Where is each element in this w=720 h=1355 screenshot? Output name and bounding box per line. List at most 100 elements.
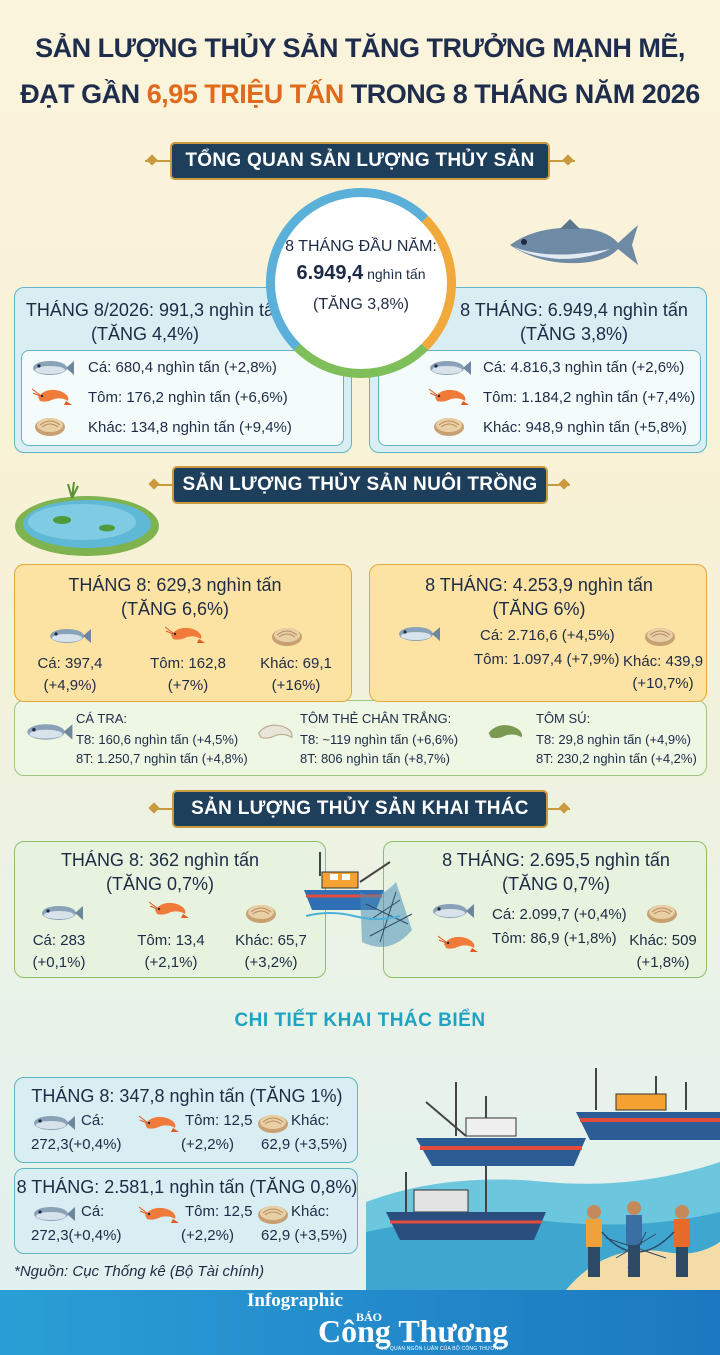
other-value: Khác: 69,1 (260, 655, 332, 672)
brand-logo: Công Thương (318, 1313, 509, 1349)
fishing-boat-illustration (304, 852, 413, 947)
shrimp-icon (32, 388, 73, 406)
sea-month-card: THÁNG 8: 347,8 nghìn tấn (TĂNG 1%) Cá: 2… (14, 1077, 358, 1163)
card-heading: 8 THÁNG: 2.695,5 nghìn tấn (442, 850, 670, 870)
pond-illustration (15, 481, 159, 556)
total-growth: (TĂNG 3,8%) (312, 296, 409, 313)
other-value: 62,9 (+3,5%) (261, 1136, 348, 1153)
card-subheading: (TĂNG 3,8%) (519, 324, 629, 344)
total-circle (266, 188, 456, 378)
brand-tagline: CƠ QUAN NGÔN LUẬN CỦA BỘ CÔNG THƯƠNG (380, 1346, 503, 1352)
sea-detail-title: CHI TIẾT KHAI THÁC BIỂN (234, 1010, 486, 1031)
fish-value: Cá: 680,4 nghìn tấn (+2,8%) (88, 359, 277, 376)
breakdown-panel: Cá: 680,4 nghìn tấn (+2,8%) Tôm: 176,2 n… (21, 350, 344, 446)
other-growth: (+10,7%) (632, 675, 694, 692)
other-value: Khác: 65,7 (235, 932, 307, 949)
shrimp-value: Tôm: 86,9 (+1,8%) (492, 930, 617, 947)
shrimp-value: Tôm: 13,4 (137, 932, 205, 949)
section-banner-capture: SẢN LƯỢNG THỦY SẢN KHAI THÁC (172, 790, 548, 828)
card-heading: 8 THÁNG: 2.581,1 nghìn tấn (TĂNG 0,8%) (16, 1177, 358, 1197)
fishermen (586, 1201, 690, 1277)
clam-icon (644, 627, 676, 647)
fish-value: Cá: 4.816,3 nghìn tấn (+2,6%) (483, 359, 685, 376)
other-label: Khác: (291, 1203, 330, 1220)
shrimp-value: Tôm: 12,5 (185, 1112, 253, 1129)
shrimp-growth: (+2,1%) (144, 954, 198, 971)
card-subheading: (TĂNG 6,6%) (120, 599, 230, 619)
other-label: Khác: (291, 1112, 330, 1129)
other-growth: (+1,8%) (636, 954, 690, 971)
overview-month-card: THÁNG 8/2026: 991,3 nghìn tấn (TĂNG 4,4%… (14, 287, 352, 453)
shrimp-value: Tôm: 176,2 nghìn tấn (+6,6%) (88, 389, 288, 406)
fish-growth: (+4,9%) (43, 677, 97, 694)
species-ytd: 8T: 1.250,7 nghìn tấn (+4,8%) (76, 751, 248, 766)
fish-value: Cá: 397,4 (37, 655, 103, 672)
title-highlight: 6,95 TRIỆU TẤN (146, 79, 345, 109)
shrimp-value: Tôm: 162,8 (150, 655, 226, 672)
section-banner-overview: TỔNG QUAN SẢN LƯỢNG THỦY SẢN (170, 142, 550, 180)
fish-value: 272,3(+0,4%) (31, 1136, 122, 1153)
card-subheading: (TĂNG 0,7%) (105, 874, 215, 894)
shrimp-icon (149, 901, 190, 919)
other-value: Khác: 948,9 nghìn tấn (+5,8%) (483, 419, 687, 436)
shrimp-icon (438, 935, 479, 953)
fish-label: Cá: (81, 1112, 105, 1129)
clam-icon (271, 627, 303, 647)
ornament-diamond (558, 802, 570, 814)
shrimp-icon (139, 1206, 180, 1224)
section-banner-aquaculture: SẢN LƯỢNG THỦY SẢN NUÔI TRỒNG (172, 466, 548, 504)
card-heading: 8 THÁNG: 6.949,4 nghìn tấn (460, 300, 688, 320)
species-month: T8: 160,6 nghìn tấn (+4,5%) (76, 732, 239, 747)
harbor-illustration (366, 1068, 720, 1290)
fish-icon (430, 361, 471, 375)
source-note: *Nguồn: Cục Thống kê (Bộ Tài chính) (14, 1263, 265, 1280)
breakdown-panel: Cá: 4.816,3 nghìn tấn (+2,6%) Tôm: 1.184… (378, 350, 701, 446)
species-pangasius-values: T8: 160,6 nghìn tấn (+4,5%) 8T: 1.250,7 … (22, 730, 248, 768)
species-month: T8: ~119 nghìn tấn (+6,6%) (300, 732, 459, 747)
fish-value: Cá: 2.716,6 (+4,5%) (480, 627, 615, 644)
fish-icon (42, 906, 83, 920)
species-tiger-title: TÔM SÚ: (536, 711, 591, 726)
clam-icon (646, 904, 678, 924)
title-prefix: ĐẠT GẦN (20, 79, 147, 109)
other-value: Khác: 509 (629, 932, 697, 949)
shrimp-value: Tôm: 12,5 (185, 1203, 253, 1220)
species-whiteleg-title: TÔM THẺ CHÂN TRẮNG: (300, 711, 452, 726)
fish-icon (399, 627, 440, 641)
total-unit: nghìn tấn (363, 266, 426, 282)
shrimp-value: Tôm: 1.184,2 nghìn tấn (+7,4%) (483, 389, 696, 406)
boat (576, 1068, 720, 1140)
card-subheading: (TĂNG 0,7%) (501, 874, 611, 894)
whiteleg-shrimp-icon (257, 724, 293, 739)
fish-icon (50, 629, 91, 643)
fish-icon (33, 361, 74, 375)
fish-growth: (+0,1%) (32, 954, 86, 971)
ornament-diamond (558, 478, 570, 490)
other-growth: (+16%) (271, 677, 321, 694)
shrimp-growth: (+2,2%) (181, 1227, 234, 1244)
shrimp-growth: (+2,2%) (181, 1136, 234, 1153)
species-ytd: 8T: 230,2 nghìn tấn (+4,2%) (536, 751, 697, 766)
species-panel (14, 700, 707, 776)
sea-ytd-card: 8 THÁNG: 2.581,1 nghìn tấn (TĂNG 0,8%) C… (14, 1168, 358, 1254)
boat (416, 1082, 586, 1166)
other-value: Khác: 439,9 (622, 653, 704, 670)
fish-illustration (510, 219, 638, 265)
other-growth: (+3,2%) (244, 954, 298, 971)
fish-icon (433, 904, 474, 918)
species-month: T8: 29,8 nghìn tấn (+4,9%) (536, 732, 692, 747)
title-suffix: TRONG 8 THÁNG NĂM 2026 (343, 79, 701, 109)
other-value: Khác: 134,8 nghìn tấn (+9,4%) (88, 419, 292, 436)
species-ytd: 8T: 806 nghìn tấn (+8,7%) (300, 751, 450, 766)
shrimp-icon (165, 626, 206, 644)
aquaculture-month-card: THÁNG 8: 629,3 nghìn tấn (TĂNG 6,6%) Cá:… (14, 564, 352, 702)
shrimp-icon (139, 1115, 180, 1133)
card-heading: THÁNG 8: 347,8 nghìn tấn (TĂNG 1%) (31, 1086, 343, 1106)
main-title-line2: ĐẠT GẦN 6,95 TRIỆU TẤN TRONG 8 THÁNG NĂM… (0, 72, 720, 116)
clam-icon (245, 904, 277, 924)
boat (386, 1166, 546, 1240)
clam-icon (257, 1114, 289, 1134)
fish-value: 272,3(+0,4%) (31, 1227, 122, 1244)
shrimp-value: Tôm: 1.097,4 (+7,9%) (474, 651, 620, 668)
footer-infographic-label: Infographic (247, 1290, 344, 1311)
